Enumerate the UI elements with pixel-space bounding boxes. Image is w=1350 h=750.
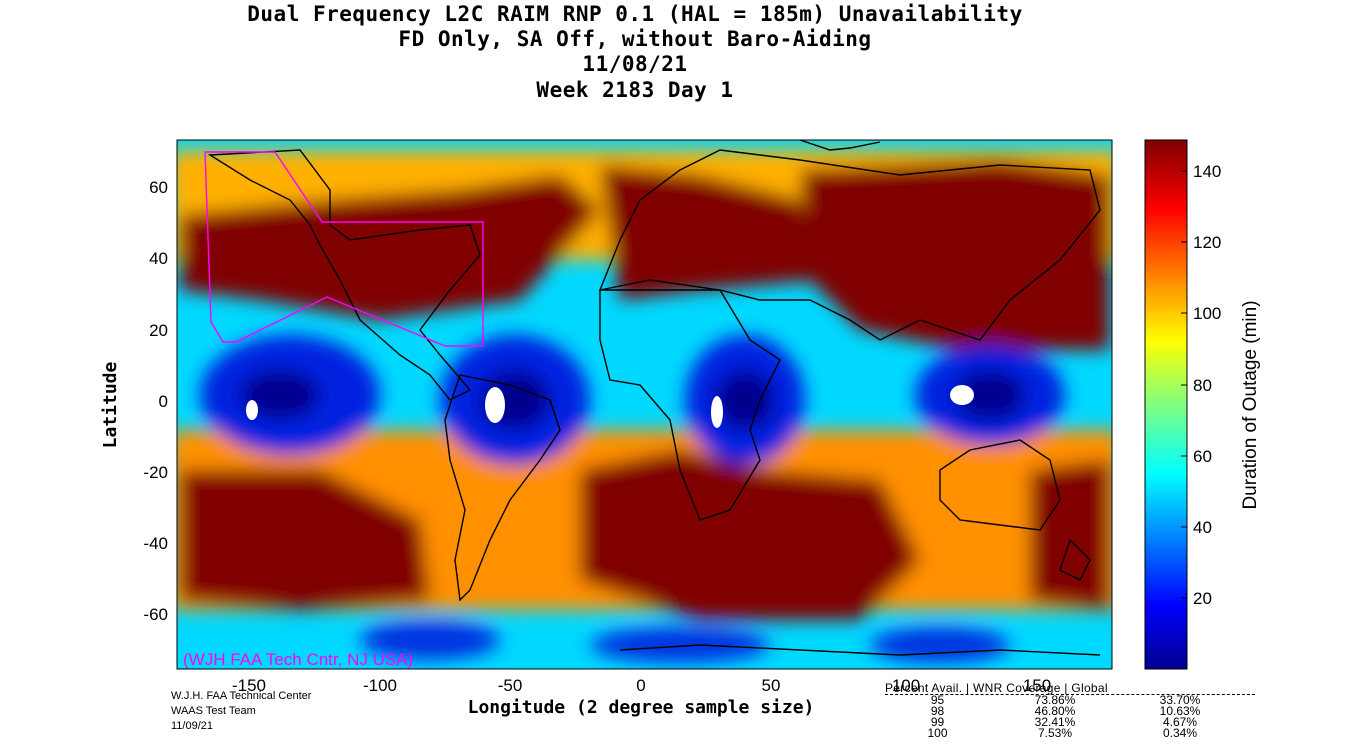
colorbar-tick-label: 40	[1193, 518, 1212, 537]
outage-field	[177, 140, 1112, 669]
lon-tick-label: 50	[762, 676, 781, 695]
stats-wnr: 73.86%	[1034, 693, 1076, 707]
lon-tick-label: -150	[232, 676, 266, 695]
coastlines	[207, 140, 1101, 656]
stats-global: 0.34%	[1162, 726, 1198, 740]
y-axis-label: Latitude	[100, 361, 121, 448]
title-line-3: 11/08/21	[582, 52, 688, 76]
stats-row: 95 73.86% 33.70%	[885, 693, 1255, 707]
availability-stats-table: Percent Avail. | WNR Coverage | Global 9…	[885, 682, 1255, 740]
credit-line-3: 11/09/21	[171, 720, 214, 732]
lon-tick-label: 0	[636, 676, 645, 695]
watermark-text: (WJH FAA Tech Cntr, NJ USA)	[183, 650, 413, 669]
colorbar-tick-label: 100	[1193, 304, 1221, 323]
lon-tick-label: -50	[498, 676, 523, 695]
lat-tick-label: -40	[143, 534, 168, 553]
stats-percent: 100	[927, 726, 948, 740]
colorbar-tick-label: 120	[1193, 233, 1221, 252]
lat-tick-label: 20	[149, 321, 168, 340]
stats-row: 100 7.53% 0.34%	[885, 726, 1255, 740]
stats-wnr: 46.80%	[1034, 704, 1076, 718]
credit-line-2: WAAS Test Team	[171, 705, 256, 717]
stats-row: 98 46.80% 10.63%	[885, 704, 1255, 718]
stats-row: 99 32.41% 4.67%	[885, 715, 1255, 729]
stats-percent: 98	[930, 704, 945, 718]
colorbar-tick-label: 20	[1193, 589, 1212, 608]
lon-tick-label: 150	[1023, 676, 1051, 695]
longitude-tick-labels: -150 -100 -50 0 50 100 150	[232, 676, 1051, 695]
lat-tick-label: 0	[159, 392, 168, 411]
latitude-tick-labels: 60 40 20 0 -20 -40 -60	[143, 178, 168, 624]
stats-global: 10.63%	[1159, 704, 1201, 718]
colorbar-tick-label: 80	[1193, 376, 1212, 395]
lat-tick-label: 40	[149, 249, 168, 268]
lat-tick-label: -60	[143, 605, 168, 624]
lat-tick-label: -20	[143, 463, 168, 482]
colorbar-tick-label: 140	[1193, 162, 1221, 181]
plot-frame	[176, 139, 1113, 670]
credit-line-1: W.J.H. FAA Technical Center	[171, 690, 312, 702]
lat-tick-label: 60	[149, 178, 168, 197]
title-line-4: Week 2183 Day 1	[536, 78, 734, 102]
stats-global: 33.70%	[1159, 693, 1201, 707]
colorbar-label: Duration of Outage (min)	[1240, 300, 1261, 509]
colorbar	[1144, 139, 1188, 670]
lon-tick-label: 100	[892, 676, 920, 695]
title-line-2: FD Only, SA Off, without Baro-Aiding	[398, 27, 872, 51]
colorbar-tick-label: 60	[1193, 447, 1212, 466]
stats-wnr: 7.53%	[1037, 726, 1073, 740]
stats-global: 4.67%	[1162, 715, 1198, 729]
stats-percent: 99	[930, 715, 945, 729]
x-axis-label: Longitude (2 degree sample size)	[468, 697, 815, 718]
stats-percent: 95	[930, 693, 945, 707]
stats-header: Percent Avail. | WNR Coverage | Global	[885, 682, 1255, 695]
colorbar-ticks: 20 40 60 80 100 120 140	[1181, 162, 1221, 608]
title-line-1: Dual Frequency L2C RAIM RNP 0.1 (HAL = 1…	[247, 2, 1023, 26]
wnr-region-outline	[204, 151, 484, 347]
lon-tick-label: -100	[363, 676, 397, 695]
stats-wnr: 32.41%	[1034, 715, 1076, 729]
